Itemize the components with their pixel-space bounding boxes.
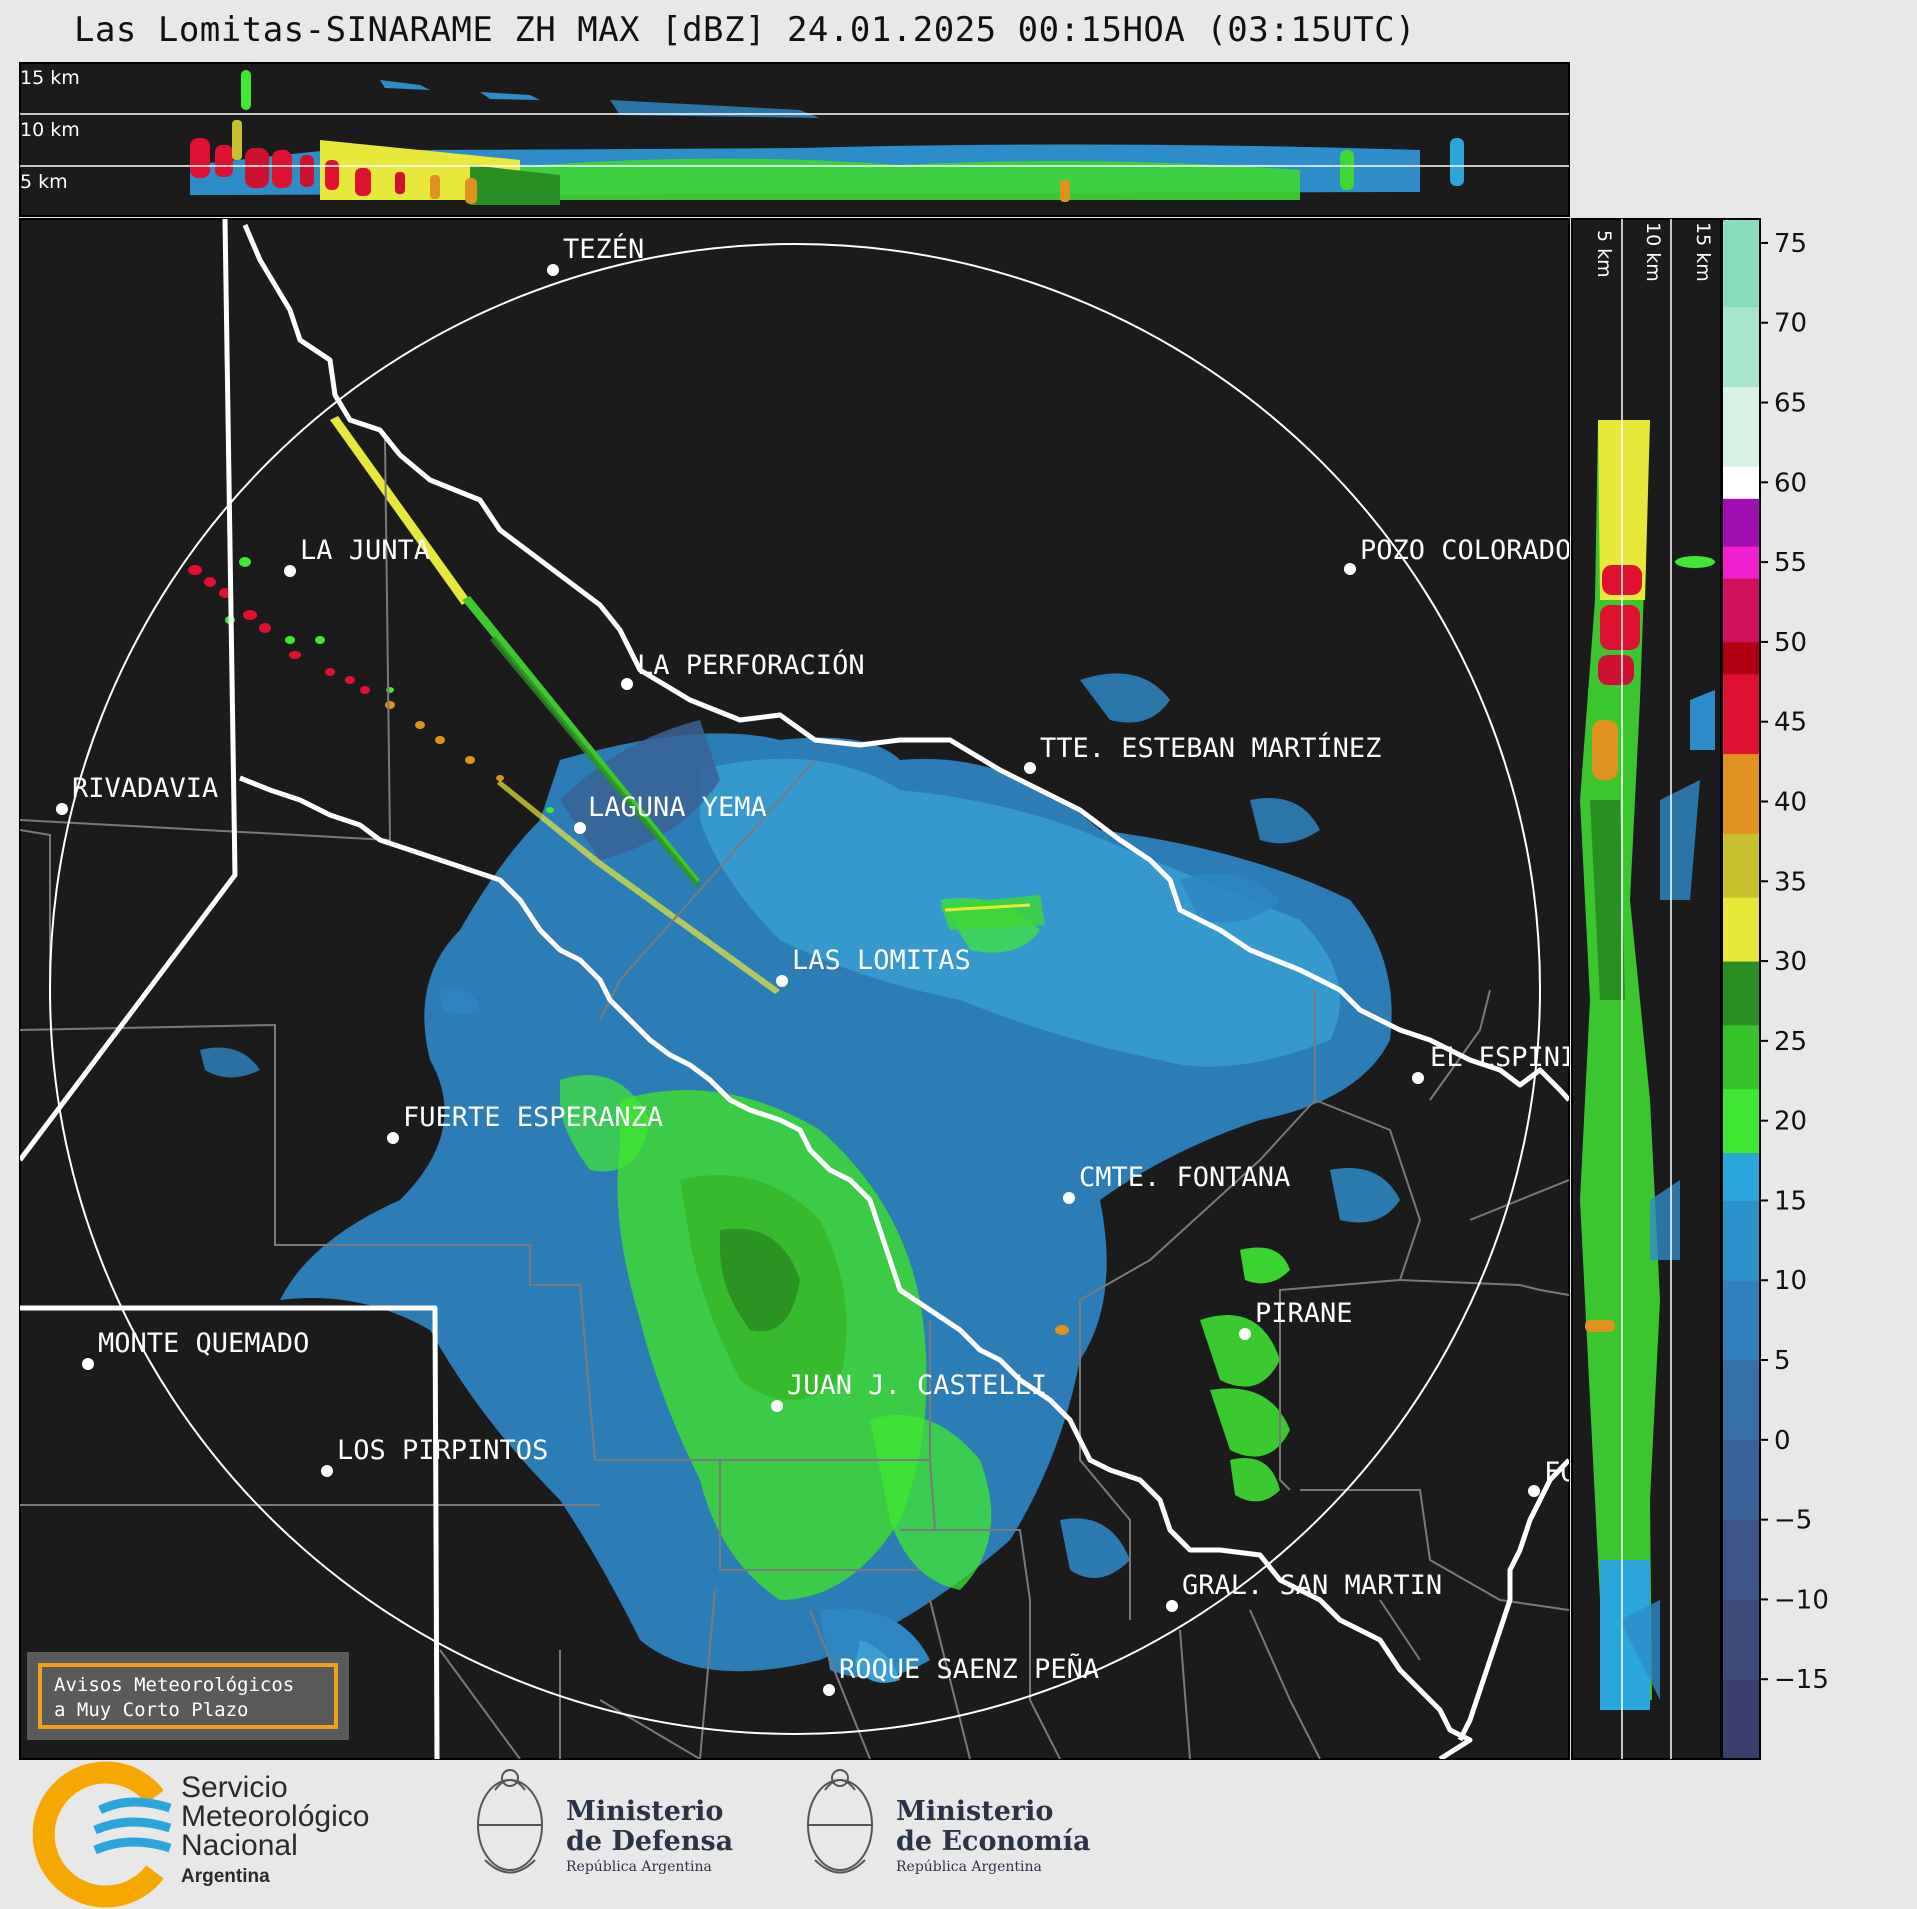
colorbar-tick-label: 65 (1774, 389, 1807, 419)
city-label-juan-j-castelli: JUAN J. CASTELLI (787, 1370, 1047, 1401)
economia-line1: Ministerio (896, 1796, 1054, 1827)
smn-line1: Servicio (181, 1771, 288, 1804)
colorbar-band (1722, 1200, 1760, 1281)
major-boundaries (20, 219, 1569, 1759)
colorbar-band (1722, 641, 1760, 675)
city-label-monte-quemado: MONTE QUEMADO (98, 1328, 309, 1359)
colorbar-band (1722, 1439, 1760, 1521)
defensa-logo-text: Ministerio de Defensa República Argentin… (566, 1796, 734, 1876)
city-label-la-perforacion: LA PERFORACIÓN (637, 649, 865, 681)
city-label-gral-san-martin: GRAL. SAN MARTIN (1182, 1570, 1442, 1601)
colorbar-tick-label: 0 (1774, 1426, 1791, 1456)
colorbar-tick-label: 50 (1774, 628, 1807, 658)
colorbar-tick-label: 75 (1774, 229, 1807, 259)
economia-line3: República Argentina (896, 1859, 1042, 1875)
colorbar-tick-label: −15 (1774, 1665, 1829, 1695)
right-height-label-5: 5 km (1593, 230, 1615, 278)
top-height-label-5: 5 km (20, 171, 68, 193)
department-boundaries (20, 439, 1569, 1759)
colorbar-band (1722, 546, 1760, 579)
city-label-tezen: TEZÉN (563, 233, 644, 265)
colorbar-tick-label: −5 (1774, 1506, 1812, 1536)
right-cross-section-panel: 5 km 10 km 15 km (1571, 218, 1722, 1760)
economia-emblem (807, 1769, 873, 1874)
colorbar-bands (1722, 219, 1760, 1760)
colorbar-tick-label: 5 (1774, 1346, 1791, 1376)
alert-box[interactable]: Avisos Meteorológicos a Muy Corto Plazo (38, 1663, 338, 1729)
colorbar-band (1722, 961, 1760, 1026)
colorbar-band (1722, 386, 1760, 467)
colorbar-band (1722, 1024, 1760, 1090)
colorbar-band (1722, 466, 1760, 499)
defensa-emblem (477, 1769, 543, 1874)
colorbar-tick-label: 25 (1774, 1027, 1807, 1057)
smn-logo (32, 1761, 172, 1908)
colorbar-tick-label: 20 (1774, 1107, 1807, 1137)
city-label-las-lomitas: LAS LOMITAS (792, 945, 971, 976)
smn-logo-text: Servicio Meteorológico Nacional Argentin… (181, 1773, 369, 1891)
top-height-label-10: 10 km (20, 119, 80, 141)
colorbar-band (1722, 1152, 1760, 1201)
colorbar-band (1722, 897, 1760, 962)
city-label-tte-esteban-martinez: TTE. ESTEBAN MARTÍNEZ (1040, 732, 1381, 764)
top-panel-echoes (190, 70, 1464, 205)
city-label-rivadavia: RIVADAVIA (72, 773, 218, 804)
city-label-pirane: PIRANE (1255, 1298, 1353, 1329)
city-label-el-espinillo: EL ESPINILLO (1430, 1042, 1625, 1073)
colorbar-tick-label: 55 (1774, 548, 1807, 578)
alert-box-line1: Avisos Meteorológicos (54, 1674, 295, 1696)
smn-line2: Meteorológico (181, 1800, 370, 1833)
city-label-roque-saenz-pena: ROQUE SAENZ PEÑA (839, 1653, 1099, 1685)
colorbar-band (1722, 578, 1760, 643)
main-map-panel: TEZÉN LA JUNTA POZO COLORADO LA PERFORAC… (19, 218, 1658, 1760)
colorbar-tick-label: 30 (1774, 947, 1807, 977)
colorbar-band (1722, 1088, 1760, 1154)
city-label-cmte-fontana: CMTE. FONTANA (1079, 1162, 1290, 1193)
range-ring (49, 243, 1541, 1735)
colorbar-band (1722, 673, 1760, 755)
defensa-line1: Ministerio (566, 1796, 724, 1827)
colorbar-band (1722, 833, 1760, 898)
city-markers (56, 264, 1540, 1696)
city-label-formosa: FORMOSA (1544, 1457, 1658, 1488)
colorbar-tick-label: 40 (1774, 787, 1807, 817)
city-label-la-junta: LA JUNTA (300, 535, 430, 566)
colorbar-band (1722, 306, 1760, 388)
top-height-label-15: 15 km (20, 67, 80, 89)
colorbar-tick-label: 45 (1774, 708, 1807, 738)
alert-box-line2: a Muy Corto Plazo (54, 1699, 249, 1721)
page-title: Las Lomitas-SINARAME ZH MAX [dBZ] 24.01.… (73, 10, 1417, 50)
smn-line3: Nacional (181, 1829, 298, 1862)
city-label-pozo-colorado: POZO COLORADO (1360, 535, 1571, 566)
colorbar-tick-label: 60 (1774, 468, 1807, 498)
city-label-laguna-yema: LAGUNA YEMA (588, 792, 767, 823)
colorbar-band (1722, 1519, 1760, 1600)
colorbar-band (1722, 1599, 1760, 1680)
colorbar-band (1722, 219, 1760, 308)
right-height-label-15: 15 km (1692, 222, 1714, 282)
right-height-label-10: 10 km (1642, 222, 1664, 282)
colorbar-tick-label: 15 (1774, 1186, 1807, 1216)
city-label-fuerte-esperanza: FUERTE ESPERANZA (403, 1102, 663, 1133)
smn-line4: Argentina (181, 1866, 270, 1887)
city-label-los-pirpintos: LOS PIRPINTOS (337, 1435, 548, 1466)
colorbar-tick-label: 10 (1774, 1266, 1807, 1296)
radar-beam-artifacts (188, 416, 1069, 1335)
economia-line2: de Economía (896, 1826, 1091, 1857)
defensa-line3: República Argentina (566, 1859, 712, 1875)
colorbar-band (1722, 1679, 1760, 1760)
colorbar-tick-label: −10 (1774, 1585, 1829, 1615)
colorbar-tick-label: 35 (1774, 867, 1807, 897)
colorbar-band (1722, 1280, 1760, 1361)
economia-logo-text: Ministerio de Economía República Argenti… (896, 1796, 1091, 1876)
top-cross-section-panel: 15 km 10 km 5 km (19, 62, 1570, 217)
defensa-line2: de Defensa (566, 1826, 734, 1857)
colorbar-band (1722, 1360, 1760, 1441)
colorbar-tick-label: 70 (1774, 309, 1807, 339)
colorbar-band (1722, 753, 1760, 834)
colorbar-band (1722, 498, 1760, 547)
